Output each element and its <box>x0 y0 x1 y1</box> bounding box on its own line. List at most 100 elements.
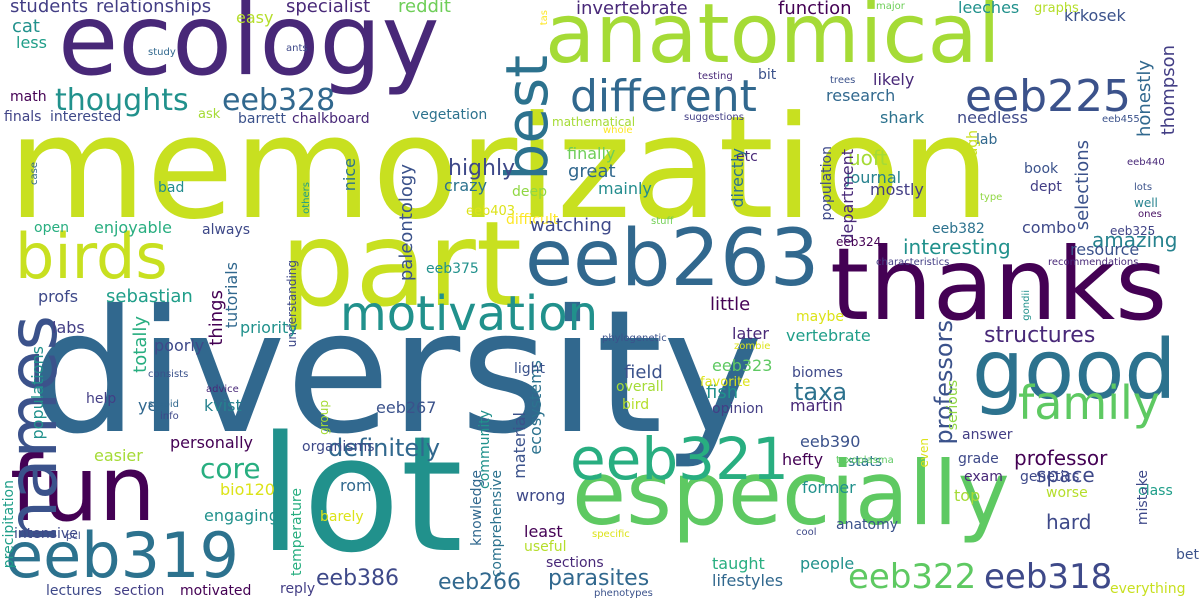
word-paleontology: paleontology <box>396 164 417 282</box>
word-eeb323: eeb323 <box>712 356 773 375</box>
word-eeb325: eeb325 <box>1110 224 1156 238</box>
word-interesting: interesting <box>903 235 1011 259</box>
word-populations: populations <box>28 346 47 440</box>
word-easy: easy <box>236 8 274 27</box>
word-former: former <box>802 478 856 497</box>
word-mathematical: mathematical <box>552 115 636 129</box>
word-whole: whole <box>603 125 633 136</box>
word-totally: totally <box>130 316 151 373</box>
word-exam: exam <box>964 469 1003 485</box>
word-memorization: memorization <box>8 86 991 251</box>
word-directly: directly <box>728 148 747 208</box>
word-journal: journal <box>846 168 902 187</box>
word-cool: cool <box>796 527 817 538</box>
word-eeb266: eeb266 <box>438 570 522 595</box>
word-honestly: honestly <box>1134 60 1155 137</box>
word-others: others <box>301 182 312 214</box>
word-eeb382: eeb382 <box>932 221 985 237</box>
word-bit: bit <box>758 67 777 83</box>
word-phylogenetic: phylogenetic <box>602 333 667 344</box>
word-eeb263: eeb263 <box>525 214 820 304</box>
word-eeb455: eeb455 <box>1102 114 1140 125</box>
word-department: department <box>838 149 857 244</box>
word-eeb322: eeb322 <box>848 557 977 597</box>
word-reply: reply <box>280 581 316 597</box>
word-specific: specific <box>592 529 630 540</box>
word-characteristics: characteristics <box>876 257 950 268</box>
word-open: open <box>34 220 69 236</box>
word-motivated: motivated <box>180 583 252 599</box>
word-function: function <box>778 0 852 19</box>
word-taught: taught <box>712 554 765 573</box>
word-martin: martin <box>790 396 843 415</box>
word-profs: profs <box>38 287 79 306</box>
word-lectures: lectures <box>46 583 102 599</box>
word-graphs: graphs <box>1034 1 1079 16</box>
word-especially: especially <box>572 442 1010 545</box>
word-eeb319: eeb319 <box>5 519 239 592</box>
word-yes: yes <box>138 396 166 415</box>
word-selections: selections <box>1072 140 1093 231</box>
word-labs: labs <box>52 318 85 337</box>
word-eeb386: eeb386 <box>316 566 400 591</box>
word-ones: ones <box>1138 209 1162 220</box>
word-engaging: engaging <box>204 506 279 525</box>
word-priority: priority <box>240 318 298 337</box>
word-eeb321: eeb321 <box>570 425 789 493</box>
word-sebastian: sebastian <box>106 286 193 307</box>
word-motivation: motivation <box>340 286 599 342</box>
word-top: top <box>954 486 981 505</box>
word-later: later <box>732 324 769 343</box>
word-part: part <box>280 195 522 333</box>
word-professor: professor <box>1014 446 1108 470</box>
word-likely: likely <box>873 70 915 89</box>
word-diversity: diversity <box>30 274 764 472</box>
word-hard: hard <box>1046 510 1092 534</box>
word-relationships: relationships <box>96 0 212 17</box>
word-precipitation: precipitation <box>1 480 17 569</box>
word-etc: etc <box>736 149 758 165</box>
word-uoft: uoft <box>848 146 888 170</box>
word-rom: rom <box>340 476 372 495</box>
word-opinion: opinion <box>712 401 764 417</box>
word-people: people <box>800 554 855 573</box>
word-suggestions: suggestions <box>684 112 744 123</box>
word-advice: advice <box>206 384 239 395</box>
word-nice: nice <box>340 158 359 192</box>
word-interested: interested <box>50 109 122 125</box>
word-hefty: hefty <box>782 450 824 469</box>
word-intensive: intensive <box>14 526 78 542</box>
word-lab: lab <box>976 132 998 148</box>
word-deep: deep <box>512 184 547 200</box>
word-reddit: reddit <box>398 0 451 17</box>
word-specialist: specialist <box>286 0 371 17</box>
word-crazy: crazy <box>444 176 488 195</box>
word-vertebrate: vertebrate <box>786 326 871 345</box>
word-least: least <box>524 522 563 541</box>
word-recommendations: recommendations <box>1048 257 1139 268</box>
word-light: light <box>514 361 546 377</box>
word-birds: birds <box>15 220 168 293</box>
word-math: math <box>10 89 47 105</box>
word-population: population <box>819 146 835 221</box>
word-watching: watching <box>530 215 612 236</box>
word-testing: testing <box>698 71 733 82</box>
word-lots: lots <box>1134 182 1153 193</box>
word-good: good <box>972 323 1177 418</box>
word-barely: barely <box>320 509 364 525</box>
word-students: students <box>10 0 89 17</box>
word-finally: finally <box>567 144 616 163</box>
word-space: space <box>1036 463 1095 487</box>
word-resource: resource <box>1070 240 1140 259</box>
word-organisms: organisms <box>302 439 375 455</box>
word-sections: sections <box>546 555 604 571</box>
word-toxoplasma: toxoplasma <box>836 455 894 466</box>
word-type: type <box>980 192 1003 203</box>
word-even: even <box>917 438 931 468</box>
word-study: study <box>148 47 176 58</box>
word-useful: useful <box>524 539 567 555</box>
word-group: group <box>317 400 331 435</box>
word-eeb440: eeb440 <box>1127 157 1165 168</box>
word-ask: ask <box>198 107 221 122</box>
word-book: book <box>1024 161 1059 177</box>
